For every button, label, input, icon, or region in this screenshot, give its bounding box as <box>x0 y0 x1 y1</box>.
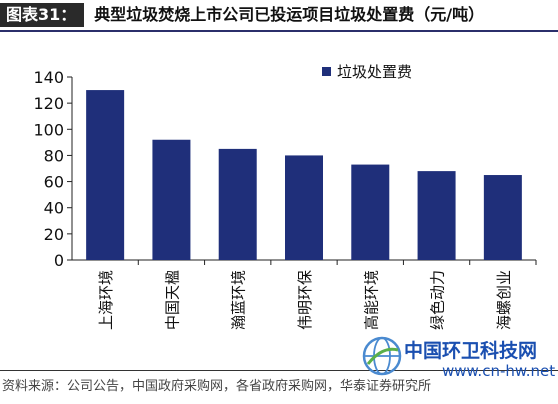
y-tick-label: 0 <box>54 251 64 270</box>
y-tick-label: 140 <box>33 68 64 87</box>
x-tick-label: 上海环境 <box>97 270 115 330</box>
figure-number: 图表31： <box>0 3 85 27</box>
x-tick-label: 中国天楹 <box>163 270 181 330</box>
source-note: 资料来源：公司公告，中国政府采购网，各省政府采购网，华泰证券研究所 <box>2 379 432 394</box>
y-tick-label: 80 <box>44 146 64 165</box>
bar-chart: 0 20 40 60 80 100 120 140 上海环境 中国天楹 瀚蓝环境 伟明环保 高能环境 绿色… <box>33 63 537 330</box>
x-tick-label: 伟明环保 <box>296 270 314 330</box>
y-tick-label: 60 <box>44 173 64 192</box>
figure-footer: 资料来源：公司公告，中国政府采购网，各省政府采购网，华泰证券研究所 中国环卫科技… <box>0 336 558 404</box>
watermark: 中国环卫科技网 www.cn-hw.net <box>360 334 556 394</box>
y-tick-label: 40 <box>44 199 64 218</box>
bar <box>483 175 522 260</box>
watermark-url: www.cn-hw.net <box>442 362 556 380</box>
footer-divider <box>0 370 558 371</box>
bar <box>152 139 191 260</box>
bar <box>351 164 390 260</box>
y-tick-label: 120 <box>33 94 64 113</box>
figure-header: 图表31： 典型垃圾焚烧上市公司已投运项目垃圾处置费（元/吨） <box>0 0 558 34</box>
bar <box>285 155 323 260</box>
x-tick-label: 高能环境 <box>362 270 380 330</box>
title-divider <box>0 30 558 32</box>
legend-label: 垃圾处置费 <box>337 63 412 81</box>
legend-swatch <box>322 67 331 76</box>
x-tick-label: 瀚蓝环境 <box>230 270 248 330</box>
watermark-name: 中国环卫科技网 <box>404 340 538 362</box>
figure-title: 典型垃圾焚烧上市公司已投运项目垃圾处置费（元/吨） <box>94 5 485 24</box>
bar <box>86 90 125 260</box>
bar <box>417 171 456 260</box>
y-tick-label: 100 <box>33 120 64 139</box>
x-tick-label: 绿色动力 <box>429 270 447 330</box>
y-tick-label: 20 <box>44 225 64 244</box>
bar <box>218 148 257 260</box>
globe-logo-icon <box>362 336 402 376</box>
x-tick-label: 海螺创业 <box>495 270 513 330</box>
figure-title-bar: 图表31： 典型垃圾焚烧上市公司已投运项目垃圾处置费（元/吨） <box>0 3 484 27</box>
